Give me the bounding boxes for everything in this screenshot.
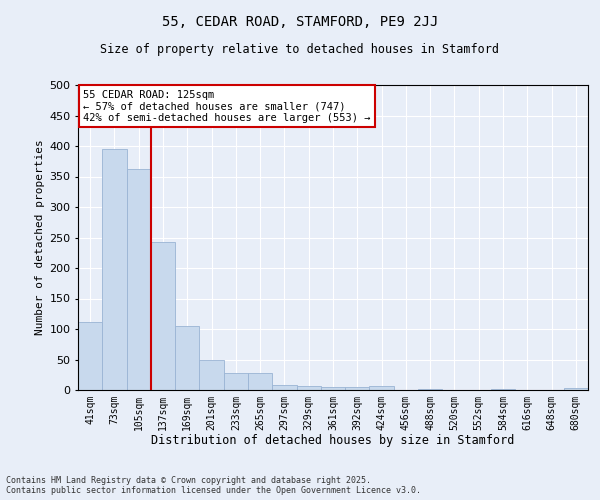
Bar <box>296 386 321 390</box>
Bar <box>321 387 345 390</box>
Bar <box>272 384 296 390</box>
Bar <box>491 389 515 390</box>
Bar <box>370 386 394 390</box>
Bar <box>127 169 151 390</box>
Bar <box>102 149 127 390</box>
Y-axis label: Number of detached properties: Number of detached properties <box>35 140 45 336</box>
X-axis label: Distribution of detached houses by size in Stamford: Distribution of detached houses by size … <box>151 434 515 448</box>
Bar <box>564 388 588 390</box>
Bar <box>175 326 199 390</box>
Bar <box>345 387 370 390</box>
Text: 55 CEDAR ROAD: 125sqm
← 57% of detached houses are smaller (747)
42% of semi-det: 55 CEDAR ROAD: 125sqm ← 57% of detached … <box>83 90 371 123</box>
Text: Size of property relative to detached houses in Stamford: Size of property relative to detached ho… <box>101 42 499 56</box>
Bar <box>248 373 272 390</box>
Text: Contains public sector information licensed under the Open Government Licence v3: Contains public sector information licen… <box>6 486 421 495</box>
Bar <box>78 322 102 390</box>
Bar <box>151 242 175 390</box>
Bar <box>224 373 248 390</box>
Bar <box>199 360 224 390</box>
Text: Contains HM Land Registry data © Crown copyright and database right 2025.: Contains HM Land Registry data © Crown c… <box>6 476 371 485</box>
Text: 55, CEDAR ROAD, STAMFORD, PE9 2JJ: 55, CEDAR ROAD, STAMFORD, PE9 2JJ <box>162 15 438 29</box>
